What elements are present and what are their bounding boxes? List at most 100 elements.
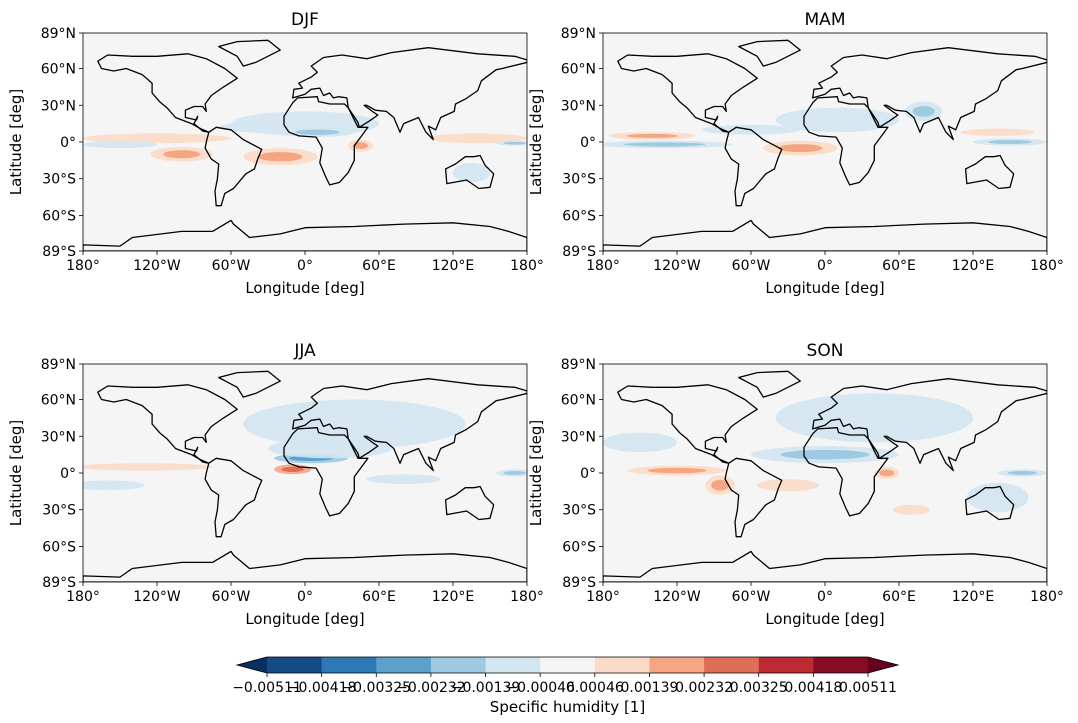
coastline-north-america xyxy=(617,384,758,464)
anomaly-contour xyxy=(218,122,293,133)
anomaly-contour xyxy=(83,133,231,144)
colorbar-tick-label: −0.00046 xyxy=(505,680,575,696)
coastline-eurasia xyxy=(292,378,527,472)
y-tick-label: 30°S xyxy=(562,172,596,188)
colorbar-tick-label: 0.00232 xyxy=(675,680,733,696)
colorbar-bin xyxy=(813,657,869,673)
anomaly-contour-core xyxy=(281,466,304,473)
coastline-north-america xyxy=(97,53,238,133)
y-tick-label: 89°N xyxy=(561,357,596,373)
y-tick-label: 30°S xyxy=(42,172,76,188)
y-tick-label: 30°N xyxy=(41,429,76,445)
anomaly-contour xyxy=(268,438,392,459)
coastline-africa xyxy=(803,96,889,186)
x-tick-label: 60°W xyxy=(732,258,771,274)
anomaly-field xyxy=(83,399,527,491)
anomaly-contour-core xyxy=(1007,470,1038,476)
anomaly-contour-core xyxy=(987,139,1033,145)
x-tick-label: 120°E xyxy=(952,589,995,605)
coastlines xyxy=(83,39,527,251)
y-tick-label: 0° xyxy=(580,466,596,482)
coastline-greenland xyxy=(738,39,801,67)
x-tick-label: 120°E xyxy=(432,589,475,605)
y-tick-label: 89°N xyxy=(41,26,76,42)
anomaly-contour-core xyxy=(879,469,895,477)
x-tick-label: 180° xyxy=(510,258,544,274)
x-tick-label: 180° xyxy=(586,258,620,274)
y-tick-label: 30°N xyxy=(561,98,596,114)
colorbar-tick-label: 0.00418 xyxy=(784,680,842,696)
map-panel-mam: MAM 180° 120°W 60°W 0° 60°E 120°E 180° 89°N 60°N 3… xyxy=(527,10,1064,297)
x-tick-label: 60°E xyxy=(362,258,396,274)
y-axis-label: Latitude [deg] xyxy=(527,89,545,195)
anomaly-contour xyxy=(83,463,213,471)
colorbar-bin xyxy=(540,657,596,673)
x-tick-label: 180° xyxy=(1030,258,1064,274)
colorbar-tick-label: 0.00511 xyxy=(839,680,897,696)
coastline-greenland xyxy=(738,370,801,398)
anomaly-contour xyxy=(603,432,677,453)
coastlines xyxy=(603,39,1047,251)
anomaly-contour-core xyxy=(353,142,368,150)
coastline-africa xyxy=(283,427,369,517)
colorbar-bin xyxy=(758,657,814,673)
y-tick-label: 30°N xyxy=(41,98,76,114)
anomaly-contour xyxy=(453,162,490,183)
colorbar-tick-label: −0.00232 xyxy=(396,680,466,696)
x-tick-label: 180° xyxy=(1030,589,1064,605)
colorbar-tick-label: 0.00139 xyxy=(621,680,679,696)
panel-title: DJF xyxy=(291,10,319,30)
colorbar: −0.00511−0.00418−0.00325−0.00232−0.00139… xyxy=(232,656,900,716)
anomaly-contour-core xyxy=(503,141,526,145)
panel-title: JJA xyxy=(293,341,316,361)
anomaly-contour xyxy=(83,480,145,491)
anomaly-contour-core xyxy=(258,151,303,162)
anomaly-contour xyxy=(757,479,819,492)
coastlines xyxy=(603,370,1047,582)
x-tick-label: 180° xyxy=(66,258,100,274)
anomaly-contour-core xyxy=(711,479,730,491)
map-panel-djf: DJF 180° 120°W 60°W 0° 60°E 120°E 180° 89°N 60°N 3… xyxy=(7,10,544,297)
y-tick-label: 0° xyxy=(60,135,76,151)
map-panel-son: SON 180° 120°W 60°W 0° 60°E 120°E 180° 89°N 60°N 3… xyxy=(527,341,1064,628)
coastline-greenland xyxy=(218,370,281,398)
colorbar-bin xyxy=(594,657,650,673)
coastline-eurasia xyxy=(292,47,527,141)
anomaly-contour xyxy=(243,399,466,449)
coastline-north-america xyxy=(617,53,758,133)
anomaly-contour-core xyxy=(163,150,201,159)
y-tick-label: 60°N xyxy=(561,62,596,78)
y-axis-label: Latitude [deg] xyxy=(7,89,25,195)
anomaly-contour-core xyxy=(778,144,823,153)
y-tick-label: 89°S xyxy=(42,244,76,260)
coastlines xyxy=(83,370,527,582)
x-tick-label: 180° xyxy=(66,589,100,605)
y-tick-label: 60°S xyxy=(562,208,596,224)
x-tick-label: 0° xyxy=(297,589,313,605)
coastline-south-america xyxy=(204,457,263,538)
y-tick-label: 60°S xyxy=(42,208,76,224)
coastline-africa xyxy=(283,96,369,186)
anomaly-contour xyxy=(775,107,899,133)
map-panel-jja: JJA 180° 120°W 60°W 0° 60°E 120°E 180° 89°N 60°N 3… xyxy=(7,341,544,628)
map-background xyxy=(83,364,527,582)
y-tick-label: 89°S xyxy=(42,575,76,591)
y-tick-label: 89°S xyxy=(562,244,596,260)
panel-title: SON xyxy=(807,341,844,361)
y-tick-label: 0° xyxy=(580,135,596,151)
coastline-eurasia xyxy=(812,378,1047,472)
anomaly-field xyxy=(603,101,1047,156)
x-tick-label: 120°W xyxy=(653,589,701,605)
y-tick-label: 60°N xyxy=(41,62,76,78)
coastline-south-america xyxy=(204,126,263,207)
x-tick-label: 120°W xyxy=(133,589,181,605)
y-tick-label: 30°N xyxy=(561,429,596,445)
x-tick-label: 120°E xyxy=(432,258,475,274)
x-tick-label: 0° xyxy=(817,258,833,274)
anomaly-contour-core xyxy=(780,449,870,460)
colorbar-extend-max xyxy=(868,657,898,673)
coastline-antarctica xyxy=(83,550,527,582)
anomaly-contour xyxy=(960,128,1035,136)
x-tick-label: 0° xyxy=(297,258,313,274)
coastline-antarctica xyxy=(603,219,1047,251)
